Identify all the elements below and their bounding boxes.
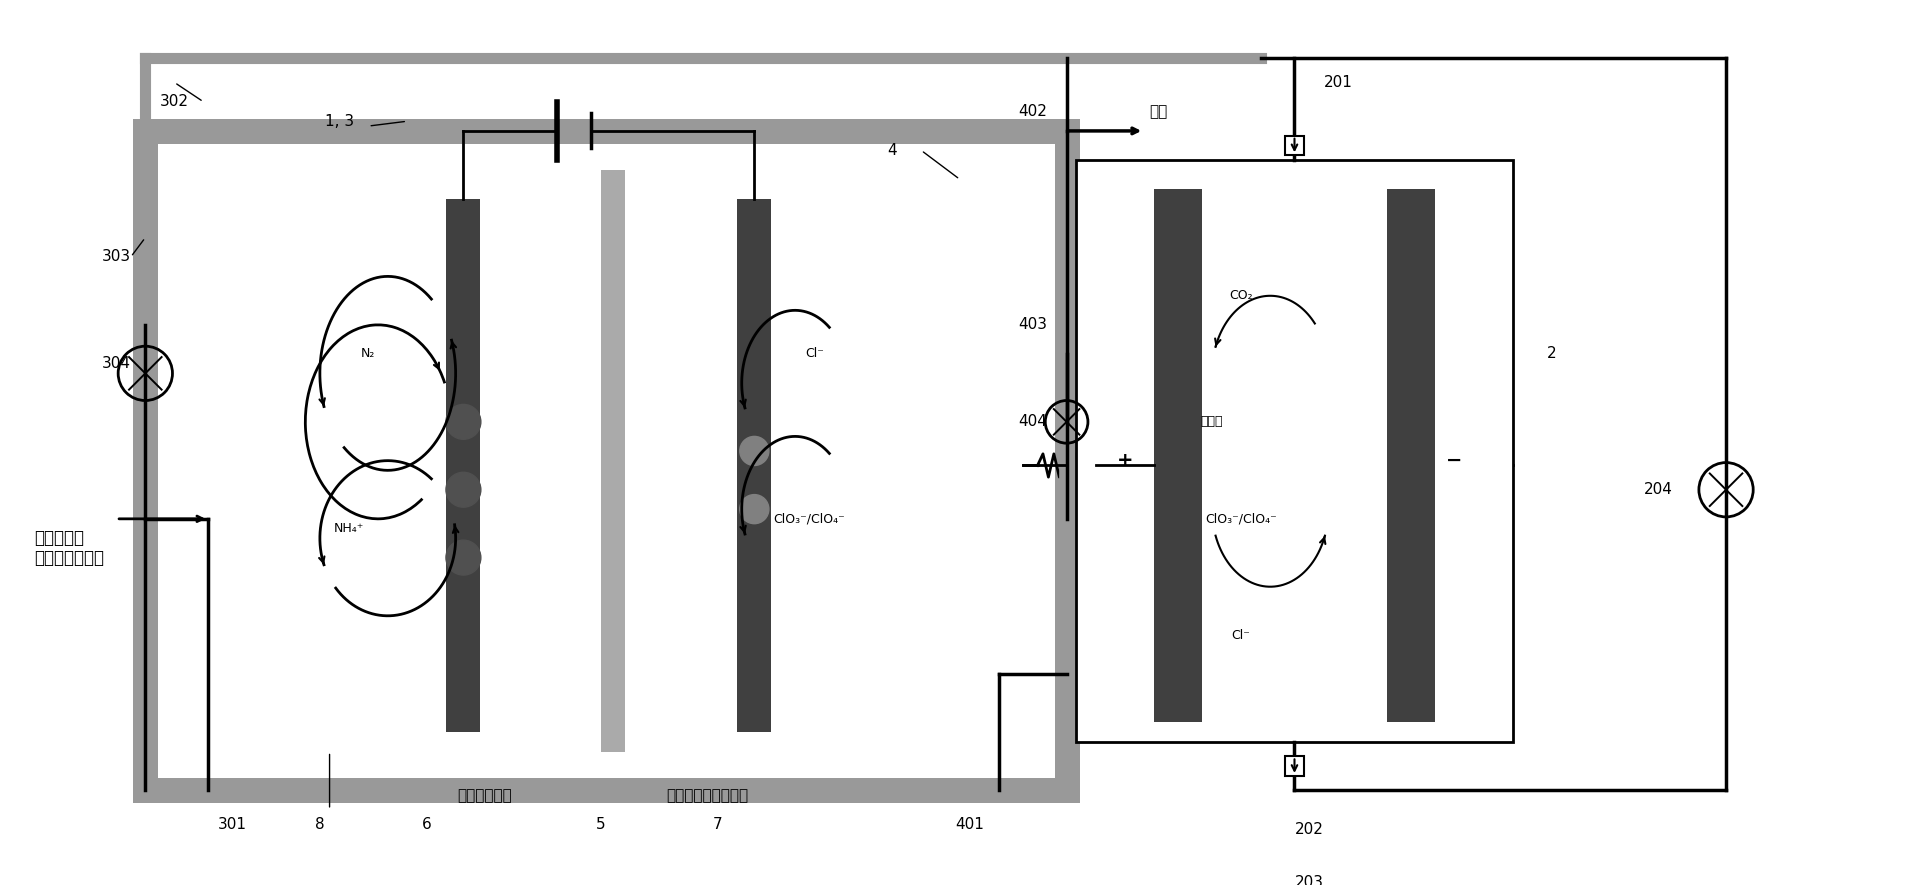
Text: 出水: 出水	[1148, 104, 1168, 119]
Text: 304: 304	[101, 356, 130, 371]
Text: 2: 2	[1547, 346, 1556, 361]
Text: +: +	[1116, 451, 1133, 470]
Text: 301: 301	[218, 817, 247, 832]
Bar	[737, 199, 771, 732]
Text: 1, 3: 1, 3	[325, 113, 354, 128]
Bar	[1386, 189, 1434, 722]
Text: NH₄⁺: NH₄⁺	[333, 522, 364, 535]
Text: （高）氯酸盐还原菌: （高）氯酸盐还原菌	[666, 788, 748, 803]
Text: CO₂: CO₂	[1229, 289, 1252, 303]
Text: ClO₃⁻/ClO₄⁻: ClO₃⁻/ClO₄⁻	[1204, 512, 1277, 526]
Text: 高盐高氨氮
难降解有机废水: 高盐高氨氮 难降解有机废水	[34, 528, 103, 567]
Text: 7: 7	[712, 817, 722, 832]
Text: 403: 403	[1018, 318, 1047, 333]
Text: 4: 4	[886, 142, 896, 158]
Bar	[601, 170, 626, 751]
Text: 204: 204	[1642, 482, 1671, 497]
Circle shape	[739, 495, 769, 524]
Bar	[1284, 135, 1303, 155]
Circle shape	[739, 436, 769, 466]
Text: 302: 302	[161, 95, 189, 110]
Text: 303: 303	[101, 250, 130, 265]
Text: 401: 401	[955, 817, 984, 832]
Circle shape	[446, 404, 480, 439]
Text: 6: 6	[421, 817, 431, 832]
Text: ClO₃⁻/ClO₄⁻: ClO₃⁻/ClO₄⁻	[773, 512, 846, 526]
Text: 厌氧氨氧化菌: 厌氧氨氧化菌	[457, 788, 511, 803]
Text: −: −	[1445, 451, 1462, 470]
Bar	[1076, 160, 1512, 742]
Bar	[184, 170, 1028, 751]
Text: 202: 202	[1294, 821, 1323, 836]
Bar	[1284, 757, 1303, 776]
Bar	[446, 199, 480, 732]
Text: 有机物: 有机物	[1200, 415, 1223, 428]
Text: 404: 404	[1018, 414, 1047, 429]
Circle shape	[446, 473, 480, 507]
Text: 203: 203	[1294, 875, 1323, 885]
Circle shape	[446, 540, 480, 575]
Text: N₂: N₂	[362, 348, 375, 360]
Text: 201: 201	[1323, 75, 1351, 90]
Text: Cl⁻: Cl⁻	[1231, 628, 1250, 642]
Text: 8: 8	[316, 817, 325, 832]
Text: 402: 402	[1018, 104, 1047, 119]
Text: Cl⁻: Cl⁻	[804, 348, 823, 360]
Bar	[1154, 189, 1202, 722]
Text: 5: 5	[595, 817, 605, 832]
